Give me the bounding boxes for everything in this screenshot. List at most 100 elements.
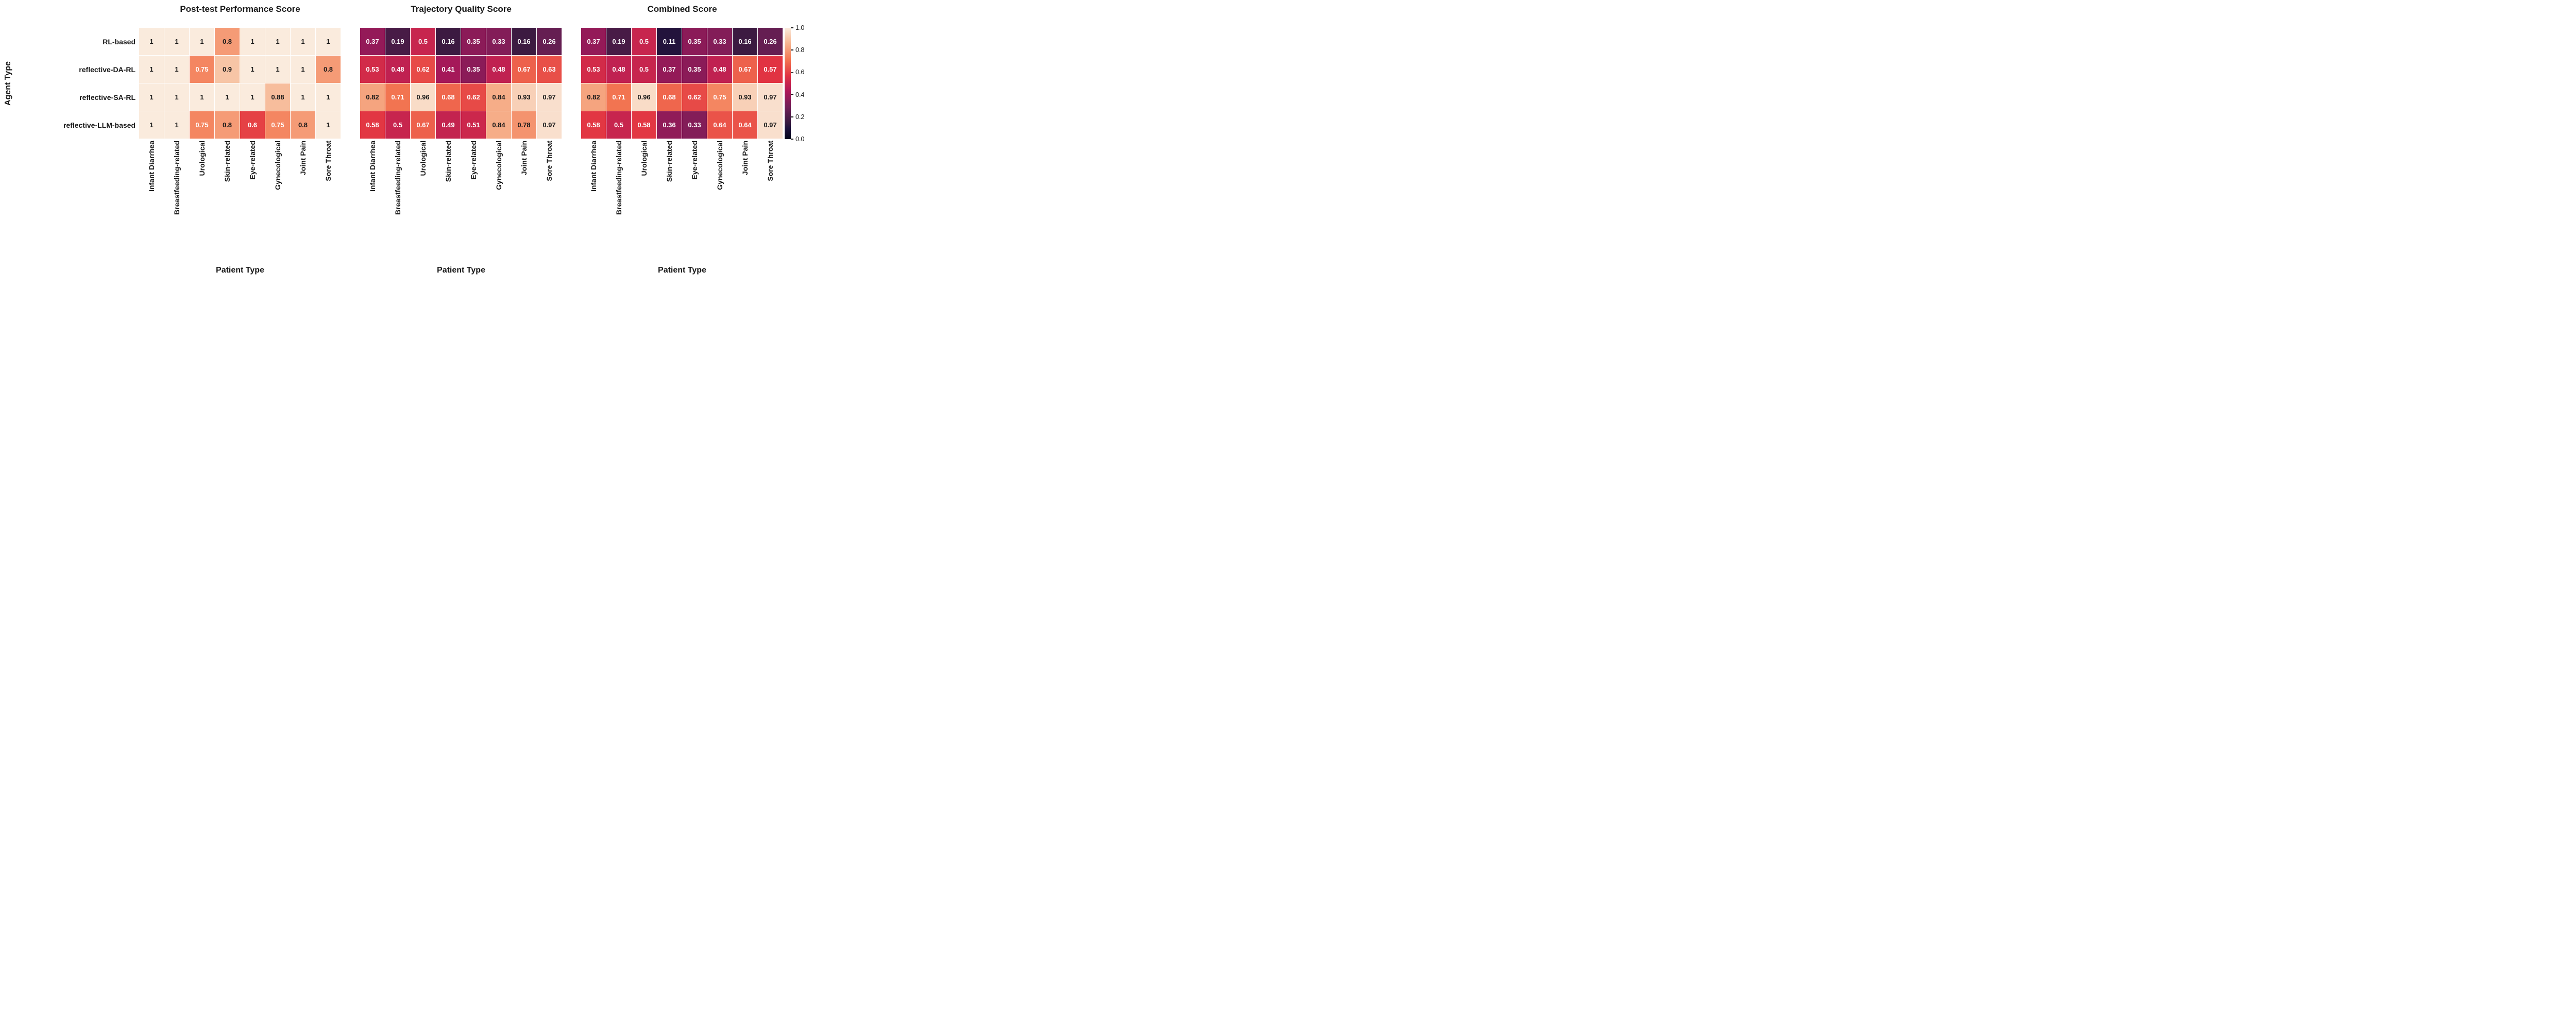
heatmap-cell: 0.33: [707, 28, 732, 55]
heatmap-cell: 0.35: [682, 28, 707, 55]
x-tick-label: Sore Throat: [545, 141, 553, 181]
x-tick-label: Gynecological: [716, 141, 724, 190]
x-tick-label: Sore Throat: [766, 141, 774, 181]
heatmap-cell: 0.57: [758, 56, 783, 83]
x-tick-label: Skin-related: [665, 141, 673, 182]
heatmap-cell: 0.75: [190, 56, 214, 83]
heatmap-cell: 0.48: [486, 56, 511, 83]
heatmap-cell: 1: [139, 28, 164, 55]
x-axis-title: Patient Type: [216, 266, 264, 275]
heatmap-cell: 1: [291, 83, 315, 111]
colorbar-tick-label: 1.0: [795, 24, 805, 31]
colorbar-tick-mark: [791, 72, 793, 73]
heatmap-cell: 1: [291, 56, 315, 83]
heatmap-cell: 0.96: [632, 83, 656, 111]
colorbar: [785, 28, 791, 139]
x-tick-labels: Infant Diarrhea Breastfeeding-related Urol…: [139, 141, 341, 260]
heatmap-cell: 0.5: [411, 28, 435, 55]
heatmap-figure: Agent Type RL-based reflective-DA-RL refle…: [0, 0, 808, 283]
heatmap-cell: 0.48: [707, 56, 732, 83]
heatmap-cell: 0.19: [606, 28, 631, 55]
heatmap-cell: 0.37: [581, 28, 606, 55]
colorbar-tick-label: 0.4: [795, 91, 805, 98]
heatmap-cell: 0.5: [632, 28, 656, 55]
heatmap-cell: 0.9: [215, 56, 240, 83]
heatmap-cell: 0.16: [733, 28, 757, 55]
row-label: reflective-SA-RL: [79, 93, 135, 101]
heatmap-cell: 0.48: [385, 56, 410, 83]
heatmap-cell: 0.97: [537, 111, 562, 139]
heatmap-cell: 0.8: [291, 111, 315, 139]
heatmap-cell: 0.5: [606, 111, 631, 139]
panel-title: Combined Score: [647, 4, 717, 14]
heatmap-cell: 0.93: [733, 83, 757, 111]
heatmap-cell: 0.48: [606, 56, 631, 83]
heatmap-cell: 0.75: [707, 83, 732, 111]
x-tick-label: Joint Pain: [520, 141, 528, 175]
heatmap-cell: 1: [164, 28, 189, 55]
heatmap-grid: 0.37 0.19 0.5 0.16 0.35 0.33 0.16 0.26 0.53 0.48 0…: [360, 28, 562, 139]
x-tick-label: Urological: [419, 141, 427, 176]
heatmap-cell: 0.67: [411, 111, 435, 139]
heatmap-cell: 0.82: [581, 83, 606, 111]
heatmap-cell: 0.41: [436, 56, 461, 83]
colorbar-tick-label: 0.6: [795, 69, 805, 76]
heatmap-cell: 1: [139, 56, 164, 83]
heatmap-cell: 1: [291, 28, 315, 55]
x-tick-label: Eye-related: [248, 141, 257, 180]
heatmap-cell: 0.8: [215, 111, 240, 139]
heatmap-cell: 0.58: [581, 111, 606, 139]
heatmap-cell: 0.62: [411, 56, 435, 83]
colorbar-tick-label: 0.2: [795, 113, 805, 121]
heatmap-cell: 1: [164, 83, 189, 111]
colorbar-tick-mark: [791, 27, 793, 28]
y-axis-zone: Agent Type RL-based reflective-DA-RL refle…: [0, 0, 139, 283]
heatmap-cell: 0.35: [461, 56, 486, 83]
heatmap-cell: 0.51: [461, 111, 486, 139]
heatmap-cell: 0.62: [682, 83, 707, 111]
heatmap-cell: 1: [139, 111, 164, 139]
heatmap-cell: 0.97: [758, 111, 783, 139]
heatmap-cell: 0.8: [215, 28, 240, 55]
heatmap-cell: 0.75: [265, 111, 290, 139]
heatmap-cell: 0.5: [385, 111, 410, 139]
x-tick-label: Infant Diarrhea: [147, 141, 156, 192]
x-tick-label: Breastfeeding-related: [394, 141, 402, 215]
heatmap-cell: 0.71: [606, 83, 631, 111]
heatmap-cell: 0.64: [707, 111, 732, 139]
heatmap-cell: 0.96: [411, 83, 435, 111]
heatmap-cell: 1: [316, 83, 341, 111]
colorbar-tick-label: 0.0: [795, 135, 805, 143]
x-tick-label: Gynecological: [274, 141, 282, 190]
colorbar-tick-mark: [791, 94, 793, 95]
heatmap-cell: 1: [139, 83, 164, 111]
heatmap-cell: 0.5: [632, 56, 656, 83]
heatmap-cell: 0.62: [461, 83, 486, 111]
heatmap-cell: 1: [240, 83, 265, 111]
colorbar-tick-mark: [791, 116, 793, 117]
x-axis-title: Patient Type: [437, 266, 485, 275]
heatmap-cell: 0.97: [537, 83, 562, 111]
heatmap-cell: 1: [240, 56, 265, 83]
x-tick-label: Infant Diarrhea: [589, 141, 598, 192]
heatmap-cell: 0.68: [657, 83, 682, 111]
heatmap-cell: 0.84: [486, 111, 511, 139]
panel-title: Trajectory Quality Score: [411, 4, 512, 14]
heatmap-cell: 0.37: [657, 56, 682, 83]
heatmap-cell: 0.88: [265, 83, 290, 111]
panel-post-test-performance: Post-test Performance Score 1 1 1 0.8 1 1 1 1 1 1…: [139, 0, 341, 283]
heatmap-cell: 1: [190, 83, 214, 111]
heatmap-cell: 0.16: [436, 28, 461, 55]
colorbar-zone: 1.0 0.8 0.6 0.4 0.2 0.0: [783, 0, 808, 283]
row-label: RL-based: [103, 38, 135, 46]
heatmap-cell: 0.84: [486, 83, 511, 111]
heatmap-cell: 0.8: [316, 56, 341, 83]
heatmap-grid: 1 1 1 0.8 1 1 1 1 1 1 0.75 0.9 1 1 1 0.8 1 1 1 1 1 0.88 1 1 1 1 0.…: [139, 28, 341, 139]
heatmap-cell: 0.33: [486, 28, 511, 55]
x-tick-label: Eye-related: [690, 141, 699, 180]
heatmap-cell: 0.16: [512, 28, 536, 55]
heatmap-cell: 0.63: [537, 56, 562, 83]
x-tick-label: Skin-related: [444, 141, 452, 182]
heatmap-cell: 1: [265, 56, 290, 83]
row-label: reflective-DA-RL: [79, 65, 135, 74]
